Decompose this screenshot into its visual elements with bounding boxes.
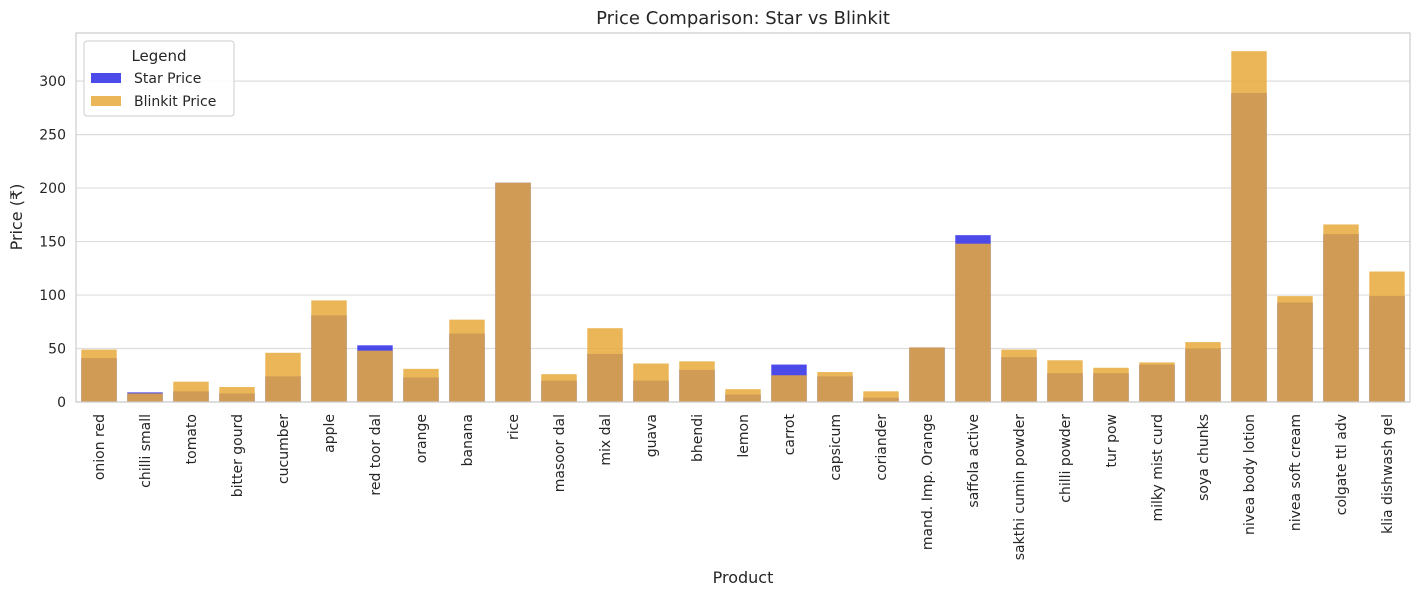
x-tick-label: cucumber <box>276 414 292 484</box>
bar-blinkit-price <box>863 391 899 402</box>
chart-title: Price Comparison: Star vs Blinkit <box>596 8 890 29</box>
legend-label-star: Star Price <box>134 71 201 87</box>
y-tick-label: 100 <box>39 288 66 304</box>
x-tick-label: mix dal <box>598 414 614 466</box>
x-tick-label: lemon <box>736 414 752 458</box>
x-tick-label: bitter gourd <box>230 414 246 497</box>
x-tick-label: soya chunks <box>1196 414 1212 501</box>
bar-blinkit-price <box>1323 224 1359 402</box>
bar-blinkit-price <box>403 368 439 402</box>
bar-blinkit-price <box>1093 367 1129 402</box>
legend-swatch-blinkit <box>91 96 121 106</box>
bar-blinkit-price <box>449 319 485 402</box>
x-tick-label: bhendi <box>690 414 706 462</box>
y-tick-label: 200 <box>39 181 66 197</box>
x-tick-label: carrot <box>782 413 798 455</box>
legend-box <box>83 40 235 117</box>
bar-blinkit-price <box>173 381 209 402</box>
bar-blinkit-price <box>1001 349 1037 402</box>
bar-blinkit-price <box>541 374 577 402</box>
x-tick-label: sakthi cumin powder <box>1012 414 1028 561</box>
bar-blinkit-price <box>1185 342 1221 402</box>
x-tick-label: nivea soft cream <box>1288 414 1304 531</box>
bar-blinkit-price <box>909 347 945 402</box>
bar-blinkit-price <box>1277 296 1313 402</box>
bar-blinkit-price <box>311 300 347 402</box>
bar-blinkit-price <box>587 328 623 402</box>
x-tick-label: tur pow <box>1104 414 1120 467</box>
bar-blinkit-price <box>1139 362 1175 402</box>
x-tick-label: guava <box>644 414 660 457</box>
y-tick-labels: 0 50 100 150 200 250 300 <box>39 74 66 411</box>
bar-blinkit-price <box>219 387 255 402</box>
legend-swatch-star <box>91 73 121 83</box>
x-tick-label: mand. Imp. Orange <box>920 414 936 550</box>
y-tick-label: 50 <box>48 342 66 358</box>
plot-frame <box>75 32 1411 403</box>
x-tick-label: milky mist curd <box>1150 414 1166 522</box>
bar-blinkit-price <box>265 352 301 402</box>
bar-blinkit-price <box>955 243 991 402</box>
y-tick-label: 150 <box>39 235 66 251</box>
x-tick-label: red toor dal <box>368 414 384 496</box>
x-tick-label: onion red <box>92 414 108 480</box>
legend-title: Legend <box>131 47 186 65</box>
bar-blinkit-price <box>1231 51 1267 402</box>
bar-blinkit-price <box>771 375 807 402</box>
x-tick-label: coriander <box>874 414 890 481</box>
x-tick-label: saffola active <box>966 414 982 508</box>
x-tick-label: apple <box>322 414 338 453</box>
bar-blinkit-price <box>81 349 117 402</box>
x-tick-label: tomato <box>184 414 200 464</box>
x-tick-label: banana <box>460 414 476 466</box>
bar-blinkit-price <box>1047 360 1083 402</box>
legend-label-blinkit: Blinkit Price <box>134 94 216 110</box>
y-tick-label: 300 <box>39 74 66 90</box>
x-axis-label: Product <box>713 568 774 587</box>
x-tick-label: nivea body lotion <box>1242 414 1258 535</box>
x-tick-label: rice <box>506 414 522 440</box>
bar-blinkit-price <box>357 350 393 402</box>
bar-blinkit-price <box>127 393 163 402</box>
bar-blinkit-price <box>679 361 715 402</box>
bar-blinkit-price <box>495 182 531 402</box>
x-tick-label: colgate ttl adv <box>1334 414 1350 515</box>
x-tick-label: orange <box>414 414 430 463</box>
x-tick-label: klia dishwash gel <box>1380 414 1396 534</box>
y-axis-label: Price (₹) <box>7 184 26 251</box>
y-tick-label: 250 <box>39 128 66 144</box>
bar-blinkit-price <box>1369 271 1405 402</box>
x-tick-label: chilli small <box>138 414 154 488</box>
x-tick-labels: onion red chilli small tomato bitter gourd c… <box>92 413 1396 560</box>
x-tick-label: capsicum <box>828 414 844 481</box>
y-tick-label: 0 <box>57 395 66 411</box>
bar-blinkit-price <box>725 389 761 402</box>
bar-blinkit-price <box>817 372 853 402</box>
x-tick-label: chilli powder <box>1058 414 1074 503</box>
legend: Legend Star Price Blinkit Price <box>83 40 235 117</box>
bar-blinkit-price <box>633 363 669 402</box>
x-tick-label: masoor dal <box>552 414 568 492</box>
bars <box>81 51 1405 402</box>
